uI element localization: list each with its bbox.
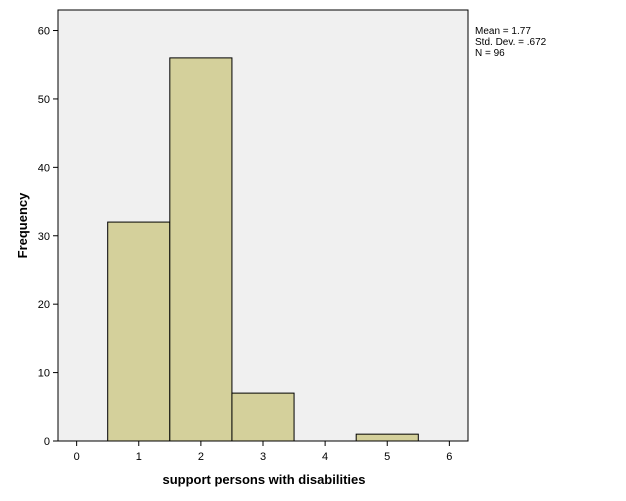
y-axis-title: Frequency <box>15 192 30 259</box>
x-tick-label: 2 <box>198 451 204 463</box>
statistics-box: Mean = 1.77 Std. Dev. = .672 N = 96 <box>475 26 546 59</box>
x-tick-label: 6 <box>446 451 452 463</box>
y-tick-label: 30 <box>38 231 50 243</box>
y-tick-label: 20 <box>38 299 50 311</box>
x-tick-label: 3 <box>260 451 266 463</box>
y-axis: 0 10 20 30 40 50 60 <box>38 26 58 448</box>
x-axis-title: support persons with disabilities <box>163 472 366 487</box>
x-axis: 0 1 2 3 4 5 6 <box>74 441 452 463</box>
y-tick-label: 50 <box>38 94 50 106</box>
histogram-bar-0 <box>107 221 171 442</box>
x-tick-label: 4 <box>322 451 328 463</box>
y-tick-label: 60 <box>38 26 50 38</box>
y-tick-label: 0 <box>44 436 50 448</box>
stat-n: N = 96 <box>475 48 505 59</box>
histogram-bar-1 <box>169 57 233 442</box>
histogram-bar-3 <box>355 433 419 442</box>
x-tick-label: 1 <box>136 451 142 463</box>
stat-std-dev: Std. Dev. = .672 <box>475 37 547 48</box>
x-tick-label: 5 <box>384 451 390 463</box>
y-tick-label: 40 <box>38 162 50 174</box>
histogram-bar-2 <box>231 392 295 442</box>
bars-group <box>107 57 419 442</box>
x-tick-label: 0 <box>74 451 80 463</box>
y-tick-label: 10 <box>38 368 50 380</box>
stat-mean: Mean = 1.77 <box>475 26 531 37</box>
